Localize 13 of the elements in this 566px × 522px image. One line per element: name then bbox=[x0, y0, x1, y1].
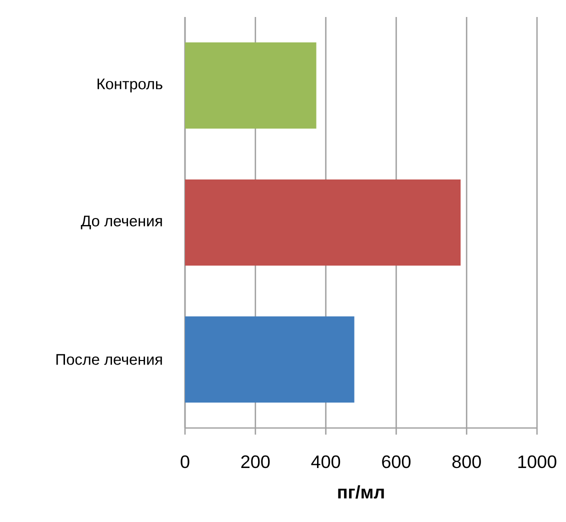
x-tick-label: 0 bbox=[180, 455, 190, 468]
y-tick-label: После лечения bbox=[56, 354, 162, 365]
x-tick-label: 400 bbox=[311, 455, 340, 468]
y-tick-label: Контроль bbox=[98, 78, 162, 92]
x-tick-label: 800 bbox=[452, 455, 481, 468]
bar bbox=[185, 316, 354, 403]
x-tick-label: 1000 bbox=[518, 455, 556, 468]
x-tick-label: 200 bbox=[241, 455, 270, 468]
bar bbox=[185, 42, 316, 129]
x-tick-label: 600 bbox=[382, 455, 411, 468]
y-tick-label: До лечения bbox=[80, 216, 162, 230]
bar bbox=[185, 179, 461, 266]
x-axis-title: пг/мл bbox=[338, 485, 384, 499]
